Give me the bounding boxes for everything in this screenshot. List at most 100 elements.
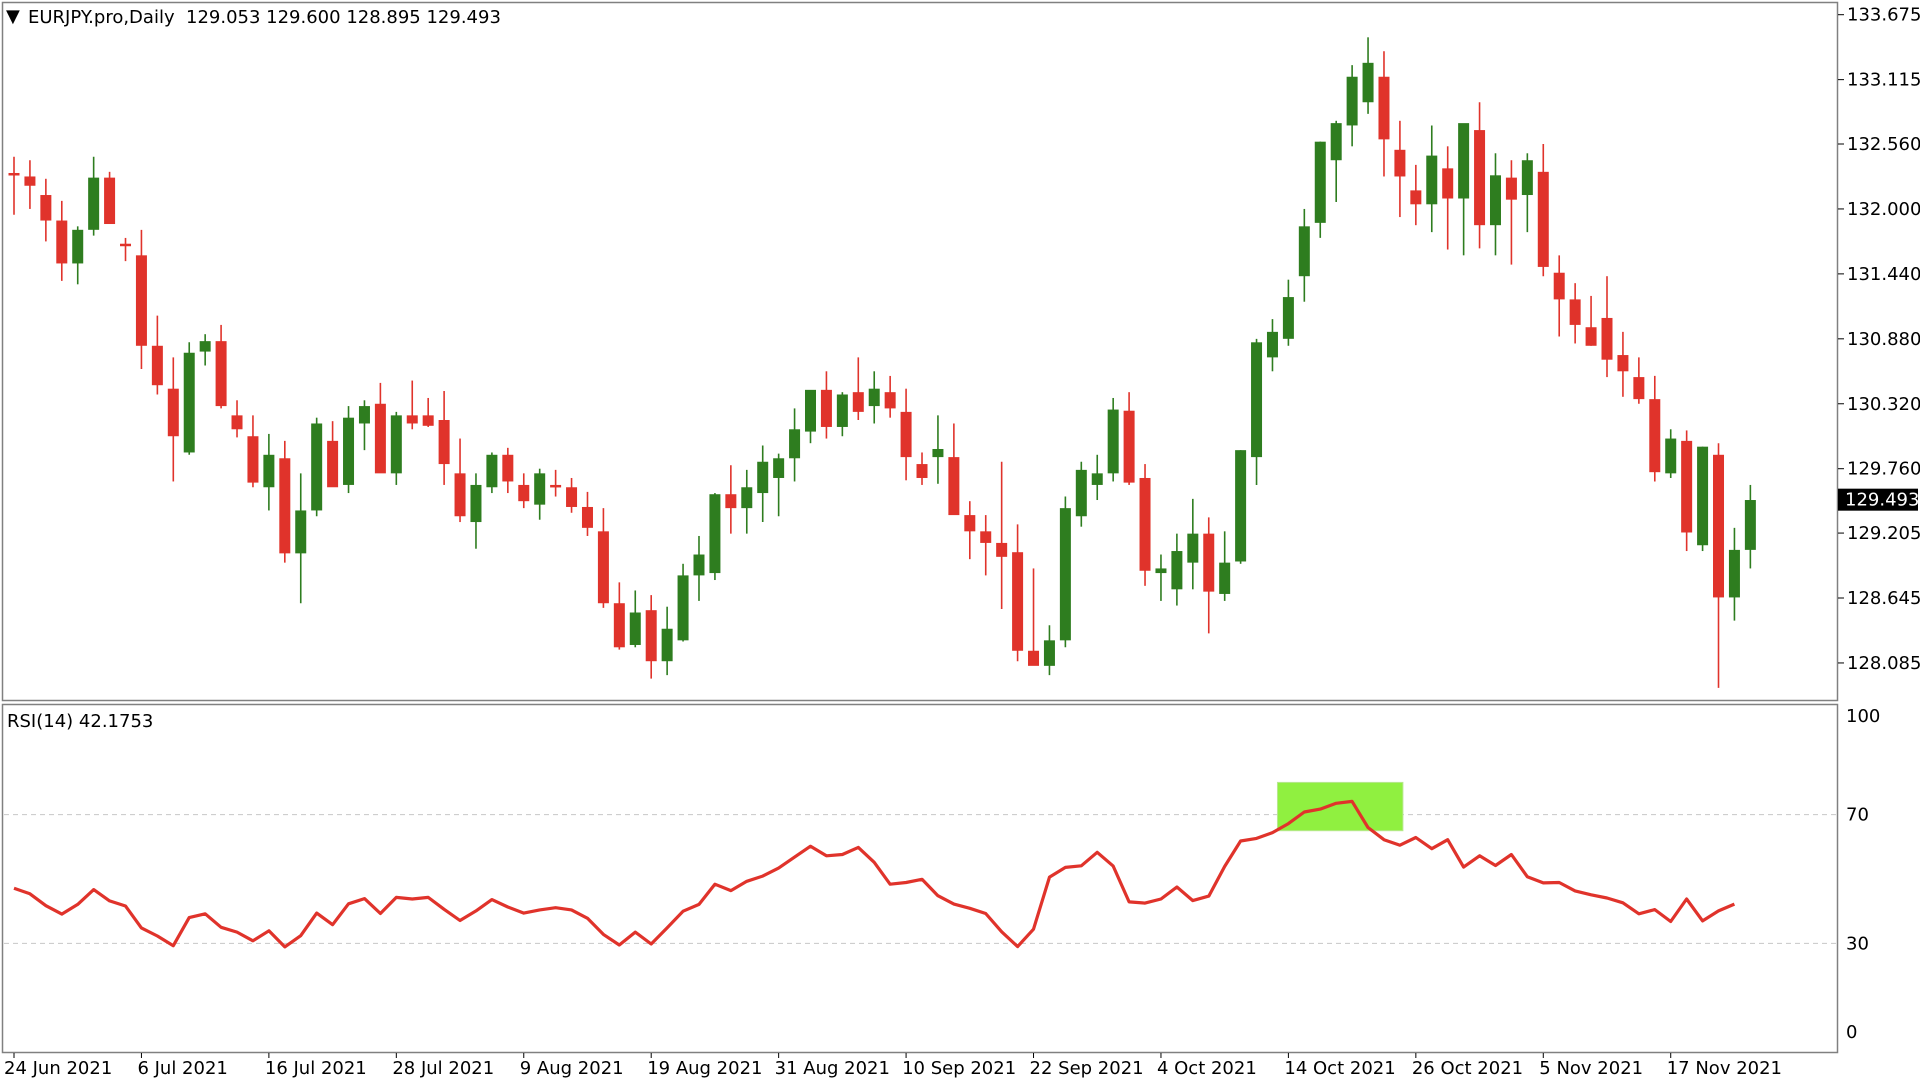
time-tick-label: 5 Nov 2021 [1539, 1058, 1643, 1079]
candle-body [534, 473, 546, 505]
price-candles [8, 37, 1756, 688]
candle-body [8, 172, 20, 176]
candle-body [836, 394, 848, 427]
candle-body [550, 484, 562, 488]
candle-body [390, 415, 402, 474]
time-tick-label: 9 Aug 2021 [520, 1058, 624, 1079]
candle-body [1744, 500, 1756, 550]
candle-body [199, 341, 211, 352]
candle-body [1266, 331, 1278, 358]
candle-body [773, 458, 785, 478]
candle-body [1474, 130, 1486, 226]
candle-body [1155, 568, 1167, 574]
candle-body [1330, 123, 1342, 161]
candle-body [693, 554, 705, 576]
candle-body [88, 177, 100, 230]
current-price-label: 129.493 [1845, 490, 1919, 511]
candle-body [1601, 317, 1613, 360]
time-tick-label: 17 Nov 2021 [1667, 1058, 1782, 1079]
candle-body [1489, 175, 1501, 226]
candle-body [613, 603, 625, 648]
candle-body [486, 454, 498, 488]
candle-body [1012, 552, 1024, 651]
candle-body [916, 464, 928, 478]
rsi-line [13, 799, 1736, 949]
candle-body [167, 388, 179, 437]
symbol-dropdown-icon[interactable]: ▼ [6, 6, 20, 27]
price-pane-frame [1, 1, 1839, 702]
candle-body [629, 612, 641, 645]
chart-ohlc: 129.053 129.600 128.895 129.493 [186, 7, 501, 28]
candle-body [311, 423, 323, 511]
candle-body [1107, 409, 1119, 474]
candle-body [741, 487, 753, 509]
candle-body [120, 243, 132, 247]
candle-body [1139, 477, 1151, 571]
candle-body [72, 229, 84, 264]
candle-body [1251, 342, 1263, 458]
price-tick-label: 133.675 [1847, 5, 1920, 26]
candle-body [1697, 446, 1709, 546]
candle-body [964, 515, 976, 532]
current-price-tag [1838, 488, 1918, 511]
candle-body [263, 454, 275, 488]
price-tick-label: 130.320 [1847, 394, 1920, 415]
time-tick-label: 31 Aug 2021 [775, 1058, 890, 1079]
candle-body [581, 506, 593, 528]
candle-body [1665, 438, 1677, 474]
candle-body [1075, 469, 1087, 517]
candle-body [1410, 190, 1422, 205]
time-tick-label: 24 Jun 2021 [4, 1058, 112, 1079]
candle-body [1298, 226, 1310, 277]
candle-body [1091, 473, 1103, 485]
price-tick-label: 129.205 [1847, 523, 1920, 544]
candle-body [454, 473, 466, 517]
candle-body [948, 457, 960, 516]
chart-symbol: EURJPY.pro,Daily [28, 7, 175, 28]
candle-body [900, 411, 912, 458]
candle-body [1649, 399, 1661, 473]
candle-body [852, 392, 864, 412]
candle-body [1171, 551, 1183, 590]
candle-body [1585, 327, 1597, 346]
candle-body [1394, 149, 1406, 177]
candle-body [645, 610, 657, 662]
time-tick-label: 4 Oct 2021 [1157, 1058, 1257, 1079]
price-tick-label: 128.645 [1847, 588, 1920, 609]
candle-body [1505, 177, 1517, 200]
candle-body [932, 448, 944, 458]
candle-body [374, 403, 386, 474]
time-tick-label: 26 Oct 2021 [1412, 1058, 1523, 1079]
price-axis: 133.675 133.115 132.560 132.000 131.440 130.8… [1838, 5, 1920, 674]
candle-body [279, 458, 291, 554]
candle-body [1426, 155, 1438, 205]
candle-body [566, 487, 578, 507]
candle-body [1569, 299, 1581, 325]
candle-body [231, 415, 243, 430]
candle-body [1537, 171, 1549, 267]
price-tick-label: 131.440 [1847, 264, 1920, 285]
rsi-tick-label: 0 [1846, 1022, 1857, 1043]
candle-body [358, 406, 370, 424]
candle-body [868, 388, 880, 407]
candle-body [1728, 549, 1740, 598]
candle-body [1617, 355, 1629, 372]
candle-body [518, 484, 530, 502]
candle-body [422, 415, 434, 426]
candle-body [24, 176, 36, 186]
time-tick-label: 28 Jul 2021 [392, 1058, 494, 1079]
candle-body [996, 542, 1008, 557]
candle-body [135, 255, 147, 346]
candle-body [789, 429, 801, 459]
candle-body [1203, 533, 1215, 592]
candle-body [1521, 160, 1533, 196]
rsi-pane-frame [1, 703, 1839, 1054]
candle-body [470, 484, 482, 523]
candle-body [343, 417, 355, 485]
candle-body [1314, 141, 1326, 223]
candle-body [1219, 562, 1231, 594]
candle-body [247, 436, 259, 483]
time-tick-label: 22 Sep 2021 [1030, 1058, 1144, 1079]
candle-body [1043, 640, 1055, 666]
